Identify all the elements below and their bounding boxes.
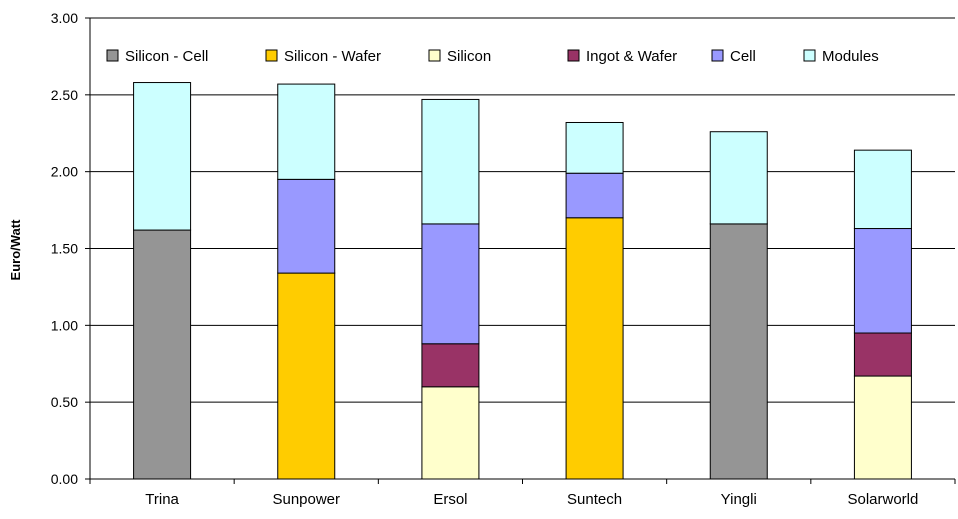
y-tick-label: 2.50 xyxy=(51,87,78,103)
legend-label: Silicon - Wafer xyxy=(284,48,381,65)
x-tick-label: Solarworld xyxy=(847,491,918,508)
bar-segment xyxy=(277,272,336,480)
legend-label: Cell xyxy=(730,48,756,65)
gridlines xyxy=(90,17,955,403)
bar-segment xyxy=(565,217,624,480)
legend-label: Silicon xyxy=(447,48,491,65)
bar-segment xyxy=(421,223,480,345)
bar-segment xyxy=(709,223,768,480)
legend-swatch xyxy=(567,49,580,62)
bar-segment xyxy=(853,149,912,230)
x-tick-label: Suntech xyxy=(567,491,622,508)
x-tick-label: Yingli xyxy=(721,491,757,508)
y-tick-label: 1.50 xyxy=(51,241,78,257)
bar-segment xyxy=(853,228,912,334)
bar-segment xyxy=(565,172,624,219)
bar-segment xyxy=(421,343,480,388)
legend-swatch xyxy=(711,49,724,62)
legend-swatch xyxy=(106,49,119,62)
legend-swatch xyxy=(428,49,441,62)
legend-label: Ingot & Wafer xyxy=(586,48,677,65)
y-tick-label: 1.00 xyxy=(51,317,78,333)
bars xyxy=(133,82,912,480)
x-tick-label: Sunpower xyxy=(272,491,340,508)
x-tick-label: Trina xyxy=(145,491,179,508)
legend: Silicon - Cell Silicon - Wafer Silicon Ingo… xyxy=(106,48,879,65)
legend-swatch xyxy=(265,49,278,62)
bar-segment xyxy=(853,375,912,480)
bar-segment xyxy=(133,82,192,231)
legend-label: Silicon - Cell xyxy=(125,48,208,65)
legend-label: Modules xyxy=(822,48,879,65)
bar-segment xyxy=(277,178,336,274)
y-tick-label: 0.50 xyxy=(51,394,78,410)
bar-segment xyxy=(133,229,192,480)
bar-segment xyxy=(421,386,480,480)
y-tick-label: 3.00 xyxy=(51,10,78,26)
bar-segment xyxy=(565,121,624,174)
bar-segment xyxy=(853,332,912,377)
bar-segment xyxy=(277,83,336,180)
axes: 0.00 0.50 1.00 1.50 2.00 2.50 3.00 Trina Sunpowe… xyxy=(51,10,956,508)
y-axis-title: Euro/Watt xyxy=(8,219,23,281)
bar-segment xyxy=(709,131,768,225)
y-tick-label: 0.00 xyxy=(51,471,78,487)
bar-segment xyxy=(421,98,480,225)
x-tick-label: Ersol xyxy=(433,491,467,508)
y-tick-label: 2.00 xyxy=(51,164,78,180)
legend-swatch xyxy=(803,49,816,62)
